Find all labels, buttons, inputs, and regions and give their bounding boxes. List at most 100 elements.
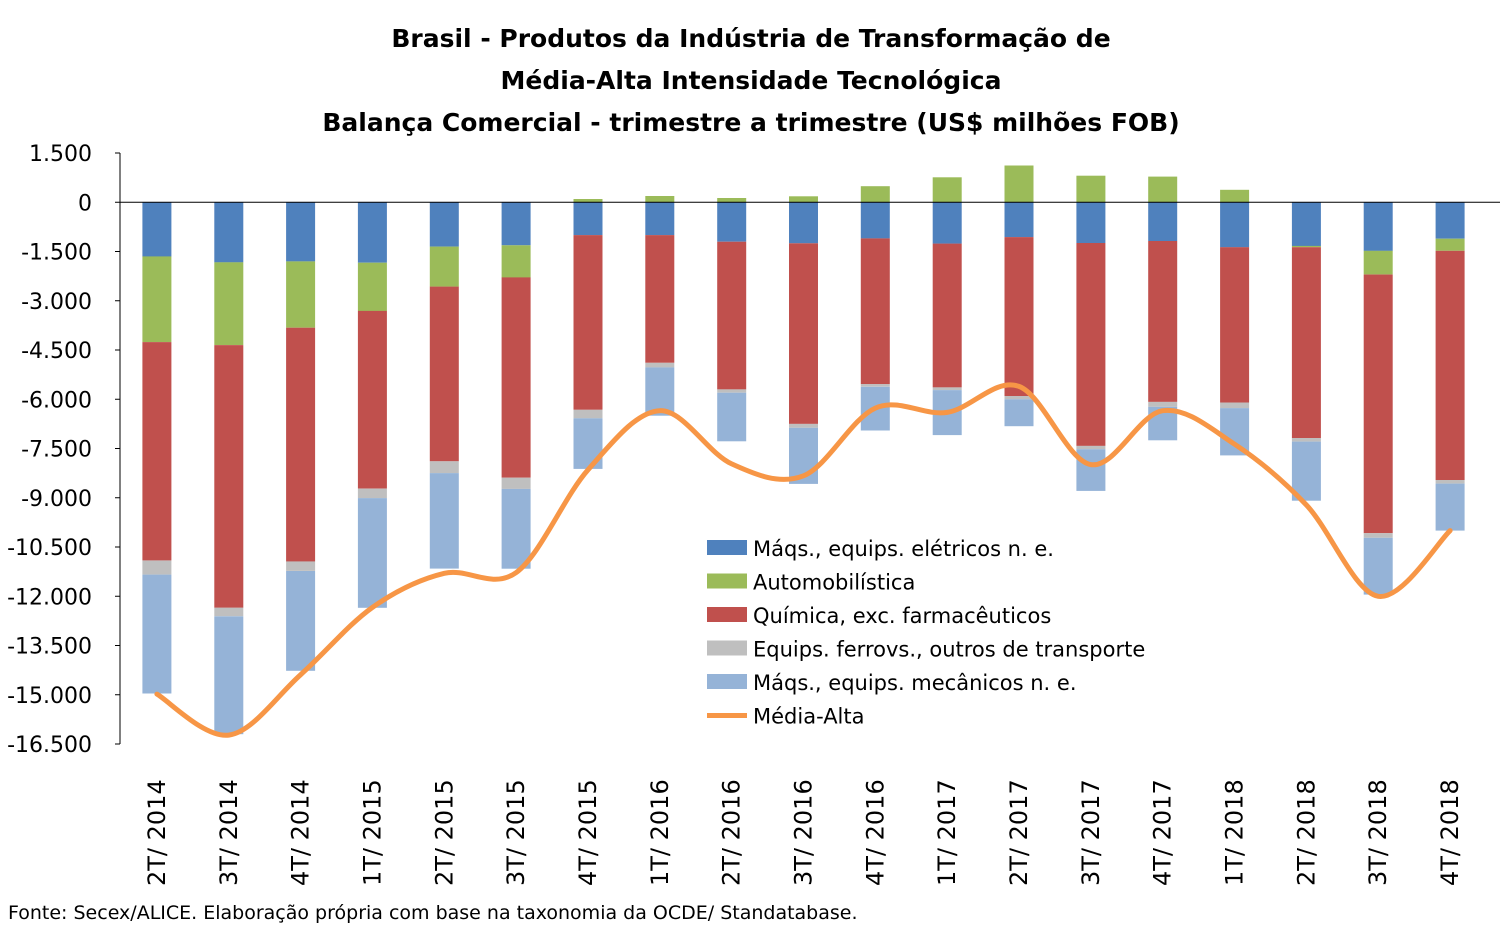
x-tick-label: 2T/ 2014 bbox=[143, 779, 171, 886]
bar-segment-s3-13 bbox=[1076, 446, 1105, 449]
bar-segment-s0-17 bbox=[1364, 202, 1393, 251]
legend-label: Equips. ferrovs., outros de transporte bbox=[753, 638, 1145, 662]
bar-segment-s2-10 bbox=[861, 238, 890, 384]
bar-segment-s2-4 bbox=[430, 287, 459, 462]
bar-segment-s3-7 bbox=[645, 363, 674, 368]
stacked-bar-chart: 1.5000-1.500-3.000-4.500-6.000-7.500-9.0… bbox=[0, 0, 1502, 929]
y-tick-label: -1.500 bbox=[21, 241, 92, 266]
x-tick-label: 4T/ 2017 bbox=[1149, 779, 1177, 886]
bar-segment-s1-7 bbox=[645, 196, 674, 202]
x-tick-label: 2T/ 2017 bbox=[1005, 779, 1033, 886]
bar-segment-s0-10 bbox=[861, 202, 890, 238]
bar-segment-s4-2 bbox=[286, 571, 315, 671]
x-tick-label: 4T/ 2014 bbox=[287, 779, 315, 886]
bar-segment-s1-15 bbox=[1220, 190, 1249, 203]
bar-segment-s2-7 bbox=[645, 235, 674, 363]
bar-segment-s2-18 bbox=[1436, 251, 1465, 480]
bar-segment-s4-5 bbox=[502, 489, 531, 569]
bar-segment-s1-10 bbox=[861, 186, 890, 202]
bar-segment-s4-3 bbox=[358, 498, 387, 608]
x-tick-label: 2T/ 2015 bbox=[430, 779, 458, 886]
x-tick-label: 1T/ 2016 bbox=[646, 779, 674, 886]
bar-segment-s2-1 bbox=[214, 345, 243, 608]
y-tick-label: -15.000 bbox=[7, 684, 92, 709]
y-tick-label: 1.500 bbox=[29, 142, 92, 167]
bar-segment-s2-15 bbox=[1220, 247, 1249, 402]
legend-label: Automobilística bbox=[753, 571, 915, 595]
legend-swatch-3 bbox=[707, 641, 747, 656]
x-tick-label: 1T/ 2015 bbox=[358, 779, 386, 886]
bar-segment-s3-5 bbox=[502, 478, 531, 489]
bar-segment-s1-9 bbox=[789, 196, 818, 202]
bar-segment-s0-2 bbox=[286, 202, 315, 261]
bar-segment-s4-8 bbox=[717, 393, 746, 442]
bar-segment-s3-1 bbox=[214, 608, 243, 617]
bar-segment-s4-0 bbox=[142, 575, 171, 694]
bar-segment-s1-17 bbox=[1364, 251, 1393, 275]
bar-segment-s2-0 bbox=[142, 342, 171, 560]
bar-segment-s3-10 bbox=[861, 384, 890, 387]
bar-segment-s1-8 bbox=[717, 198, 746, 202]
bar-segment-s3-0 bbox=[142, 561, 171, 575]
x-tick-label: 2T/ 2018 bbox=[1292, 779, 1320, 886]
bar-segment-s0-16 bbox=[1292, 202, 1321, 246]
legend-label: Química, exc. farmacêuticos bbox=[753, 604, 1051, 628]
legend-label: Máqs., equips. elétricos n. e. bbox=[753, 537, 1054, 561]
source-note: Fonte: Secex/ALICE. Elaboração própria c… bbox=[8, 902, 858, 924]
legend-swatch-4 bbox=[707, 674, 747, 689]
bar-segment-s2-2 bbox=[286, 328, 315, 562]
x-tick-label: 4T/ 2018 bbox=[1436, 779, 1464, 886]
bar-segment-s4-18 bbox=[1436, 484, 1465, 531]
bar-segment-s0-5 bbox=[502, 202, 531, 245]
bar-segment-s0-6 bbox=[574, 202, 603, 235]
bar-segment-s3-16 bbox=[1292, 438, 1321, 442]
bar-segment-s2-9 bbox=[789, 243, 818, 424]
bar-segment-s3-3 bbox=[358, 489, 387, 499]
bar-segment-s3-11 bbox=[933, 387, 962, 390]
legend-swatch-1 bbox=[707, 574, 747, 589]
y-tick-label: -13.500 bbox=[7, 635, 92, 660]
y-tick-label: -12.000 bbox=[7, 585, 92, 610]
bar-segment-s2-8 bbox=[717, 242, 746, 390]
bar-segment-s0-9 bbox=[789, 202, 818, 243]
bar-segment-s3-15 bbox=[1220, 403, 1249, 409]
bar-segment-s1-16 bbox=[1292, 246, 1321, 247]
bar-segment-s2-13 bbox=[1076, 243, 1105, 446]
bar-segment-s2-5 bbox=[502, 277, 531, 477]
bar-segment-s0-3 bbox=[358, 202, 387, 262]
legend-label: Máqs., equips. mecânicos n. e. bbox=[753, 671, 1077, 695]
bar-segment-s0-12 bbox=[1005, 202, 1034, 237]
legend-swatch-0 bbox=[707, 540, 747, 555]
bar-segment-s0-7 bbox=[645, 202, 674, 235]
bar-segment-s0-13 bbox=[1076, 202, 1105, 243]
x-tick-label: 2T/ 2016 bbox=[718, 779, 746, 886]
y-tick-label: -4.500 bbox=[21, 339, 92, 364]
bar-segment-s3-4 bbox=[430, 461, 459, 473]
bar-segment-s4-4 bbox=[430, 473, 459, 568]
bar-segment-s2-6 bbox=[574, 235, 603, 410]
y-tick-label: -16.500 bbox=[7, 733, 92, 758]
bar-segment-s3-14 bbox=[1148, 402, 1177, 407]
bar-segment-s0-18 bbox=[1436, 202, 1465, 238]
x-tick-label: 4T/ 2016 bbox=[861, 779, 889, 886]
bar-segment-s0-4 bbox=[430, 202, 459, 246]
bar-segment-s1-4 bbox=[430, 247, 459, 287]
x-tick-label: 3T/ 2017 bbox=[1077, 779, 1105, 886]
bar-segment-s2-3 bbox=[358, 311, 387, 489]
legend: Máqs., equips. elétricos n. e. Automobilí… bbox=[707, 537, 1145, 729]
bar-segment-s3-17 bbox=[1364, 533, 1393, 538]
bar-segment-s1-18 bbox=[1436, 239, 1465, 251]
bar-segment-s4-1 bbox=[214, 616, 243, 734]
legend-swatch-2 bbox=[707, 607, 747, 622]
bar-segment-s1-13 bbox=[1076, 176, 1105, 203]
bar-segment-s1-5 bbox=[502, 245, 531, 277]
y-tick-label: 0 bbox=[78, 191, 92, 216]
y-tick-label: -10.500 bbox=[7, 536, 92, 561]
bar-segment-s0-8 bbox=[717, 202, 746, 241]
bar-segment-s0-0 bbox=[142, 202, 171, 256]
x-tick-label: 3T/ 2015 bbox=[502, 779, 530, 886]
bar-segment-s3-18 bbox=[1436, 480, 1465, 484]
bar-segment-s3-6 bbox=[574, 410, 603, 419]
bar-segment-s1-11 bbox=[933, 177, 962, 202]
bar-segment-s1-2 bbox=[286, 261, 315, 327]
